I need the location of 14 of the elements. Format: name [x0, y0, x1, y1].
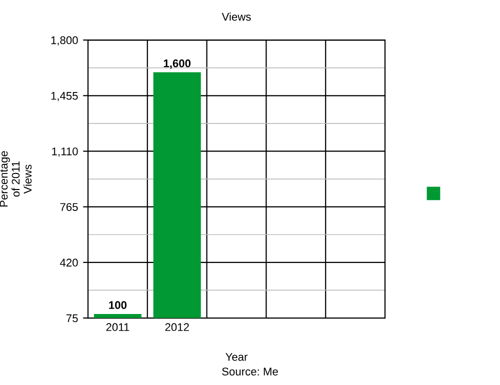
- data-label: 1,600: [164, 59, 191, 69]
- y-axis-title: Percentage of 2011 Views: [0, 151, 32, 207]
- x-axis-title: Year: [226, 353, 248, 361]
- x-tick-label: 2011: [106, 323, 130, 332]
- data-label: 100: [109, 301, 127, 310]
- y-tick-label: 75: [66, 314, 78, 322]
- x-tick-label: 2012: [165, 323, 189, 332]
- source-note: Source: Me: [222, 368, 278, 376]
- y-tick-label: 420: [60, 258, 78, 267]
- y-tick-label: 1,800: [51, 36, 78, 46]
- chart-title: Views: [222, 12, 251, 21]
- y-tick-label: 1,455: [51, 92, 78, 102]
- y-tick-label: 765: [60, 203, 78, 211]
- y-tick-label: 1,110: [52, 147, 78, 157]
